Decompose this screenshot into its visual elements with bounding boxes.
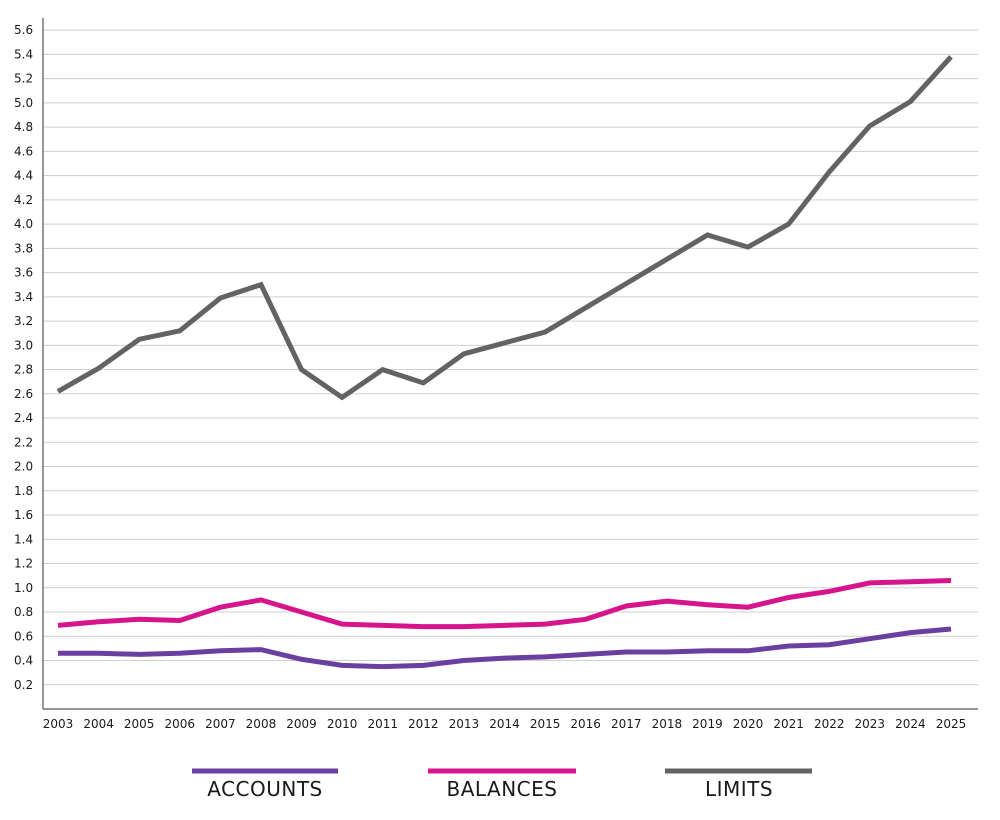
x-tick-label: 2017 xyxy=(611,717,642,731)
legend: ACCOUNTS BALANCES LIMITS xyxy=(192,768,812,801)
y-tick-label: 4.6 xyxy=(14,144,33,158)
x-tick-label: 2018 xyxy=(652,717,683,731)
legend-label-limits: LIMITS xyxy=(705,777,773,801)
series-lines xyxy=(56,55,953,670)
x-tick-label: 2016 xyxy=(570,717,601,731)
x-tick-label: 2013 xyxy=(449,717,480,731)
y-tick-label: 4.4 xyxy=(14,169,33,183)
x-tick-label: 2023 xyxy=(855,717,886,731)
y-tick-label: 0.8 xyxy=(14,605,33,619)
y-tick-label: 3.4 xyxy=(14,290,33,304)
y-tick-label: 1.6 xyxy=(14,508,33,522)
x-tick-label: 2010 xyxy=(327,717,358,731)
x-tick-label: 2025 xyxy=(936,717,967,731)
y-tick-label: 2.0 xyxy=(14,460,33,474)
x-tick-label: 2011 xyxy=(367,717,398,731)
y-tick-label: 5.6 xyxy=(14,23,33,37)
y-tick-label: 3.6 xyxy=(14,266,33,280)
gridlines xyxy=(43,29,978,686)
y-tick-label: 5.2 xyxy=(14,72,33,86)
y-tick-label: 4.2 xyxy=(14,193,33,207)
x-tick-label: 2007 xyxy=(205,717,236,731)
axes xyxy=(42,18,978,710)
y-tick-label: 0.4 xyxy=(14,654,33,668)
y-tick-label: 5.0 xyxy=(14,96,33,110)
y-tick-label: 1.0 xyxy=(14,581,33,595)
y-tick-label: 1.2 xyxy=(14,557,33,571)
x-tick-label: 2019 xyxy=(692,717,723,731)
y-axis-tick-labels: 0.2 0.4 0.6 0.8 1.0 1.2 1.4 1.6 1.8 2.0 2.2 2.4 2.6 2… xyxy=(14,23,33,692)
y-tick-label: 4.8 xyxy=(14,120,33,134)
y-tick-label: 4.0 xyxy=(14,217,33,231)
y-tick-label: 0.2 xyxy=(14,678,33,692)
y-tick-label: 1.4 xyxy=(14,532,33,546)
x-tick-label: 2006 xyxy=(164,717,195,731)
y-tick-label: 2.6 xyxy=(14,387,33,401)
y-tick-label: 2.8 xyxy=(14,363,33,377)
y-tick-label: 3.0 xyxy=(14,338,33,352)
x-tick-label: 2024 xyxy=(895,717,926,731)
series-line-limits xyxy=(56,55,953,401)
y-tick-label: 1.8 xyxy=(14,484,33,498)
x-tick-label: 2014 xyxy=(489,717,520,731)
x-tick-label: 2015 xyxy=(530,717,561,731)
series-line-accounts xyxy=(58,626,952,670)
x-tick-label: 2009 xyxy=(286,717,317,731)
x-tick-label: 2012 xyxy=(408,717,439,731)
y-tick-label: 3.2 xyxy=(14,314,33,328)
y-tick-label: 2.2 xyxy=(14,435,33,449)
x-tick-label: 2005 xyxy=(124,717,155,731)
legend-label-balances: BALANCES xyxy=(447,777,558,801)
y-tick-label: 5.4 xyxy=(14,47,33,61)
x-axis-tick-labels: 2003 2004 2005 2006 2007 2008 2009 2010 2011 2012… xyxy=(43,717,967,731)
y-tick-label: 2.4 xyxy=(14,411,33,425)
y-tick-label: 3.8 xyxy=(14,241,33,255)
x-tick-label: 2020 xyxy=(733,717,764,731)
y-tick-label: 0.6 xyxy=(14,629,33,643)
x-tick-label: 2008 xyxy=(246,717,277,731)
legend-label-accounts: ACCOUNTS xyxy=(207,777,323,801)
x-tick-label: 2004 xyxy=(83,717,114,731)
x-tick-label: 2021 xyxy=(773,717,804,731)
series-line-balances xyxy=(57,578,952,630)
x-tick-label: 2022 xyxy=(814,717,845,731)
x-tick-label: 2003 xyxy=(43,717,74,731)
